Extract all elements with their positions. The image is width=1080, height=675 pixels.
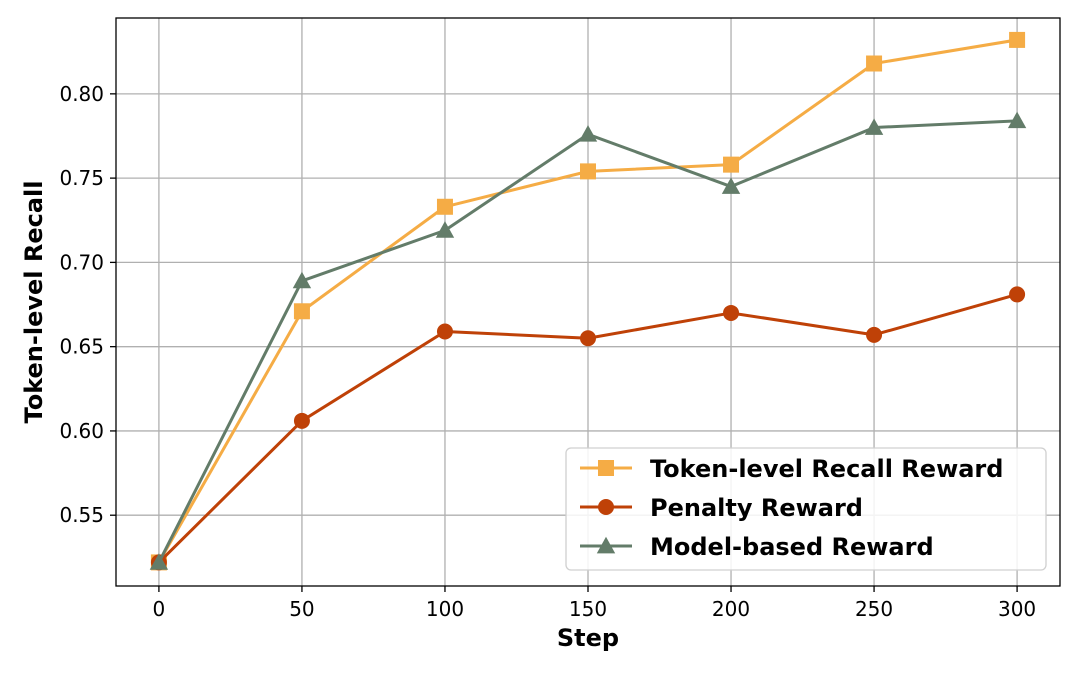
data-point (866, 326, 883, 343)
legend-marker (598, 499, 614, 515)
series-3 (149, 111, 1027, 570)
data-point (1009, 31, 1026, 48)
legend-entry: Token-level Recall Reward (580, 455, 1003, 483)
x-tick-label: 0 (153, 597, 166, 621)
data-point (1009, 286, 1026, 303)
series-1 (150, 31, 1026, 571)
y-tick-label: 0.65 (59, 335, 104, 359)
data-point (293, 303, 310, 320)
grid (116, 18, 1060, 586)
x-tick-label: 300 (998, 597, 1036, 621)
x-tick-label: 50 (289, 597, 314, 621)
data-point (580, 163, 596, 180)
data-point (1007, 111, 1027, 129)
legend-label: Model-based Reward (650, 533, 934, 561)
legend-entry: Model-based Reward (580, 533, 934, 561)
y-tick-label: 0.55 (59, 503, 104, 527)
x-tick-label: 150 (569, 597, 607, 621)
legend-box (565, 447, 1047, 571)
legend: Token-level Recall Reward Penalty Reward M… (565, 447, 1047, 571)
y-tick-label: 0.70 (59, 250, 104, 274)
y-tick-label: 0.75 (59, 166, 104, 190)
x-tick-label: 100 (426, 597, 464, 621)
data-point (864, 118, 884, 135)
series-2 (150, 286, 1026, 571)
legend-label: Penalty Reward (650, 494, 863, 522)
data-point (435, 221, 455, 238)
series-group (149, 31, 1027, 571)
y-tick-label: 0.60 (59, 419, 104, 443)
axis-ticks: 0 50 100 150 200 250 300 0.55 0.60 0.65 0.70 0.75 0.… (59, 82, 1036, 621)
y-tick-label: 0.80 (59, 82, 104, 106)
data-point (436, 198, 453, 215)
data-point (578, 125, 598, 142)
y-axis-title: Token-level Recall (20, 181, 48, 424)
data-point (436, 323, 453, 340)
x-tick-label: 200 (712, 597, 750, 621)
x-tick-label: 250 (855, 597, 893, 621)
legend-label: Token-level Recall Reward (650, 455, 1003, 483)
legend-marker (598, 460, 614, 476)
data-point (580, 330, 596, 347)
x-axis-title: Step (557, 624, 619, 652)
legend-entry: Penalty Reward (580, 494, 863, 522)
data-point (721, 177, 741, 194)
data-point (723, 304, 740, 321)
data-point (293, 412, 310, 429)
data-point (866, 55, 883, 72)
data-point (292, 271, 312, 289)
data-point (149, 553, 169, 570)
data-point (723, 156, 740, 173)
legend-marker (596, 536, 616, 554)
